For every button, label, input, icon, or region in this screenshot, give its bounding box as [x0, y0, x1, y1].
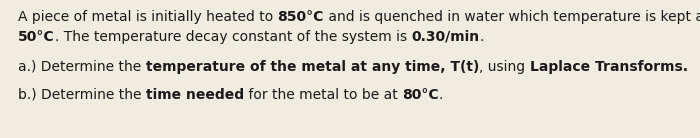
Text: for the metal to be at: for the metal to be at	[244, 88, 402, 102]
Text: and is quenched in water which temperature is kept at: and is quenched in water which temperatu…	[324, 10, 700, 24]
Text: A piece of metal is initially heated to: A piece of metal is initially heated to	[18, 10, 278, 24]
Text: Laplace Transforms.: Laplace Transforms.	[529, 60, 687, 74]
Text: , using: , using	[479, 60, 529, 74]
Text: . The temperature decay constant of the system is: . The temperature decay constant of the …	[55, 30, 411, 44]
Text: .: .	[439, 88, 443, 102]
Text: 0.30/min: 0.30/min	[411, 30, 480, 44]
Text: 50°C: 50°C	[18, 30, 55, 44]
Text: .: .	[480, 30, 484, 44]
Text: b.) Determine the: b.) Determine the	[18, 88, 146, 102]
Text: 80°C: 80°C	[402, 88, 439, 102]
Text: temperature of the metal at any time, T(t): temperature of the metal at any time, T(…	[146, 60, 479, 74]
Text: time needed: time needed	[146, 88, 244, 102]
Text: 850°C: 850°C	[278, 10, 324, 24]
Text: a.) Determine the: a.) Determine the	[18, 60, 146, 74]
